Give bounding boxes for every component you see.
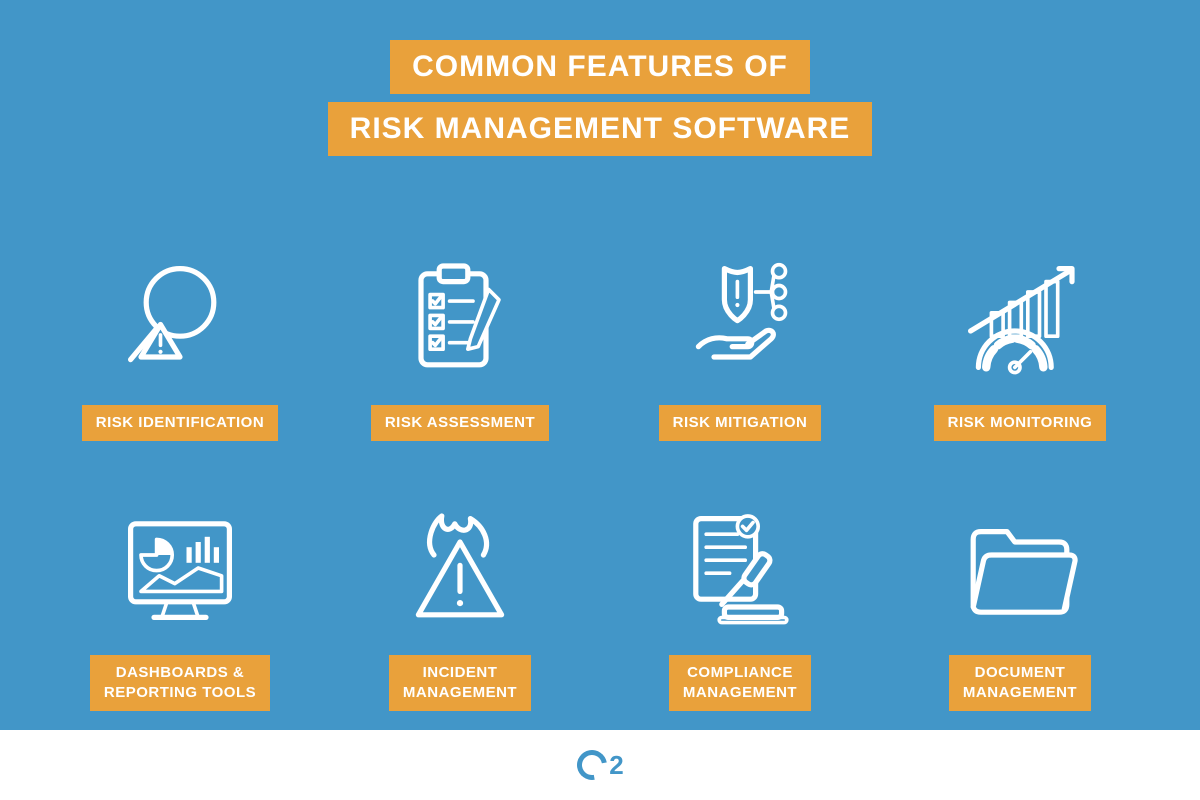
feature-grid: RISK IDENTIFICATION RISK ASSESSMENT: [50, 211, 1150, 711]
title-block: COMMON FEATURES OF RISK MANAGEMENT SOFTW…: [328, 40, 873, 156]
title-line-2: RISK MANAGEMENT SOFTWARE: [328, 102, 873, 156]
feature-cell: RISK ASSESSMENT: [330, 211, 590, 441]
folder-icon: [945, 493, 1095, 643]
feature-label: DASHBOARDS & REPORTING TOOLS: [90, 655, 270, 712]
feature-label: DOCUMENT MANAGEMENT: [949, 655, 1091, 712]
feature-cell: RISK MONITORING: [890, 211, 1150, 441]
magnifier-warning-icon: [105, 243, 255, 393]
feature-cell: COMPLIANCE MANAGEMENT: [610, 481, 870, 711]
shield-hand-icon: [665, 243, 815, 393]
logo: 2: [577, 750, 622, 781]
feature-label: RISK IDENTIFICATION: [82, 405, 278, 441]
feature-cell: INCIDENT MANAGEMENT: [330, 481, 590, 711]
footer: 2: [0, 730, 1200, 800]
gavel-document-icon: [665, 493, 815, 643]
title-line-1: COMMON FEATURES OF: [390, 40, 810, 94]
logo-text: 2: [609, 750, 622, 781]
feature-cell: RISK MITIGATION: [610, 211, 870, 441]
feature-label: RISK ASSESSMENT: [371, 405, 549, 441]
feature-label: COMPLIANCE MANAGEMENT: [669, 655, 811, 712]
fire-warning-icon: [385, 493, 535, 643]
feature-label: RISK MONITORING: [934, 405, 1107, 441]
dashboard-screen-icon: [105, 493, 255, 643]
feature-cell: DASHBOARDS & REPORTING TOOLS: [50, 481, 310, 711]
feature-label: INCIDENT MANAGEMENT: [389, 655, 531, 712]
chart-gauge-icon: [945, 243, 1095, 393]
logo-c-icon: [571, 744, 613, 786]
feature-cell: RISK IDENTIFICATION: [50, 211, 310, 441]
infographic-main: COMMON FEATURES OF RISK MANAGEMENT SOFTW…: [0, 0, 1200, 730]
feature-label: RISK MITIGATION: [659, 405, 822, 441]
clipboard-checklist-icon: [385, 243, 535, 393]
feature-cell: DOCUMENT MANAGEMENT: [890, 481, 1150, 711]
